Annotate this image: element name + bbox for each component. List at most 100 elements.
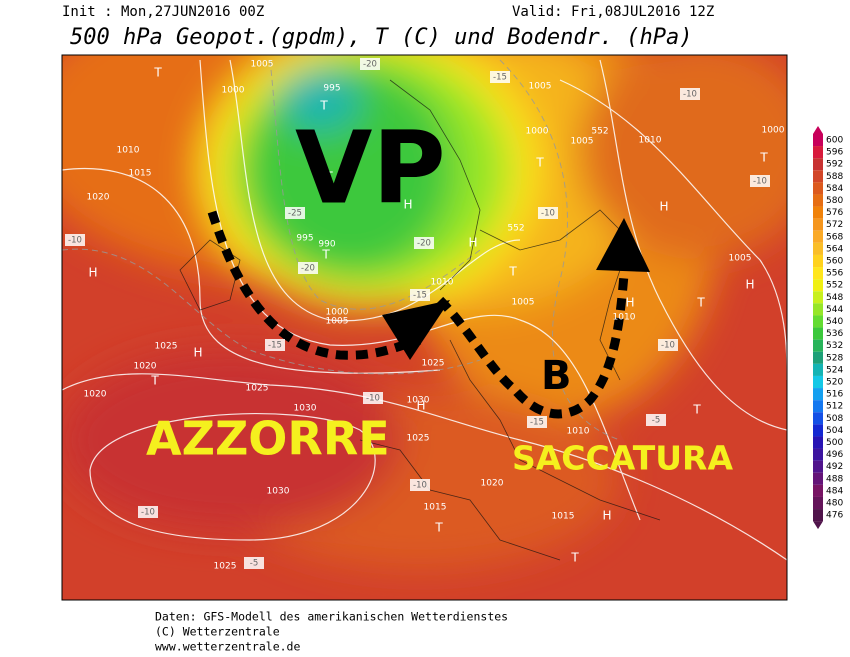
pressure-center: H [416, 399, 425, 413]
legend-label: 500 [826, 438, 843, 448]
temperature-label-box [410, 479, 430, 491]
legend-label: 596 [826, 148, 843, 158]
footer-line: Daten: GFS-Modell des amerikanischen Wet… [155, 610, 508, 624]
legend-swatch [813, 339, 823, 352]
isobar-label: 1025 [246, 384, 269, 394]
legend-swatch [813, 496, 823, 510]
isobar-label: 1000 [222, 86, 245, 96]
legend-label: 548 [826, 293, 843, 303]
pressure-center: T [150, 374, 159, 388]
legend-label: 564 [826, 244, 843, 254]
legend-swatch [813, 448, 823, 461]
temperature-label-box [360, 58, 380, 70]
legend-swatch [813, 170, 823, 183]
annotation-saccatura: SACCATURA [512, 439, 733, 478]
annotation-b: B [541, 353, 572, 399]
pressure-center: T [321, 248, 330, 262]
pressure-center: H [745, 278, 754, 292]
pressure-center: H [193, 346, 202, 360]
legend-swatch [813, 242, 823, 255]
temperature-label: -15 [493, 73, 507, 83]
legend-label: 480 [826, 499, 843, 509]
legend-swatch [813, 400, 823, 413]
legend-swatch [813, 351, 823, 364]
pressure-center: T [696, 296, 705, 310]
temperature-label-box [410, 289, 430, 301]
isobar-label: 1005 [571, 137, 594, 147]
legend-swatch [813, 182, 823, 195]
legend-swatch [813, 363, 823, 376]
temperature-label: -15 [530, 418, 544, 428]
temperature-label-box [265, 339, 285, 351]
temperature-label: -10 [683, 90, 697, 100]
legend-label: 532 [826, 341, 843, 351]
temperature-label-box [490, 71, 510, 83]
isobar-label: 1005 [251, 60, 274, 70]
legend-swatch [813, 472, 823, 485]
legend-swatch [813, 436, 823, 449]
legend-label: 536 [826, 329, 843, 339]
isobar-label: 1010 [567, 427, 590, 437]
temperature-label-box [750, 175, 770, 187]
legend-label: 580 [826, 196, 843, 206]
isobar-label: 1005 [326, 317, 349, 327]
footer-line: (C) Wetterzentrale [155, 625, 280, 639]
isobar-label: 1015 [129, 169, 152, 179]
pressure-center: H [625, 296, 634, 310]
isobar-label: 1000 [762, 126, 785, 136]
temperature-label-box [298, 262, 318, 274]
temperature-label-box [138, 506, 158, 518]
pressure-center: H [602, 509, 611, 523]
pressure-center: T [692, 403, 701, 417]
legend-swatch [813, 303, 823, 316]
legend-label: 556 [826, 269, 843, 279]
isobar-label: 552 [507, 224, 524, 234]
isobar-label: 1000 [526, 127, 549, 137]
isobar-label: 1020 [87, 193, 110, 203]
legend-label: 588 [826, 172, 843, 182]
temperature-label: -5 [652, 416, 660, 426]
isobar-label: 1010 [613, 313, 636, 323]
isobar-label: 1020 [481, 479, 504, 489]
isobar-label: 1030 [294, 404, 317, 414]
legend-swatch [813, 158, 823, 171]
temperature-label: -10 [413, 481, 427, 491]
legend-swatch [813, 194, 823, 207]
legend-swatch [813, 484, 823, 497]
legend-swatch [813, 254, 823, 268]
isobar-label: 1010 [431, 278, 454, 288]
isobar-label: 1005 [512, 298, 535, 308]
isobar-label: 990 [318, 240, 335, 250]
legend-swatch [813, 230, 823, 243]
legend-label: 552 [826, 281, 843, 291]
legend-label: 520 [826, 378, 843, 388]
temperature-label-box [65, 234, 85, 246]
pressure-center: T [324, 170, 333, 184]
legend-label: 504 [826, 426, 843, 436]
legend-swatch [813, 206, 823, 219]
isobar-label: 552 [591, 127, 608, 137]
isobar-label: 1010 [639, 136, 662, 146]
isobar-label: 1015 [552, 512, 575, 522]
temperature-label-box [414, 237, 434, 249]
legend-label: 584 [826, 184, 843, 194]
legend-swatch [813, 412, 823, 425]
legend-swatch [813, 279, 823, 292]
temperature-label: -10 [541, 209, 555, 219]
temperature-label-box [646, 414, 666, 426]
temperature-label: -10 [68, 236, 82, 246]
legend-label: 544 [826, 305, 843, 315]
legend-label: 540 [826, 317, 843, 327]
legend-cap [813, 125, 823, 134]
isobar-label: 1025 [422, 359, 445, 369]
isobar-label: 1015 [424, 503, 447, 513]
map-labels: 1005995100010101015102099599010001005101… [65, 58, 785, 572]
temperature-label: -15 [268, 341, 282, 351]
map-area [62, 55, 787, 600]
pressure-center: T [319, 99, 328, 113]
temperature-label-box [680, 88, 700, 100]
isobar-label: 1030 [407, 396, 430, 406]
isobar-label: 1025 [407, 434, 430, 444]
legend-swatch [813, 218, 823, 231]
